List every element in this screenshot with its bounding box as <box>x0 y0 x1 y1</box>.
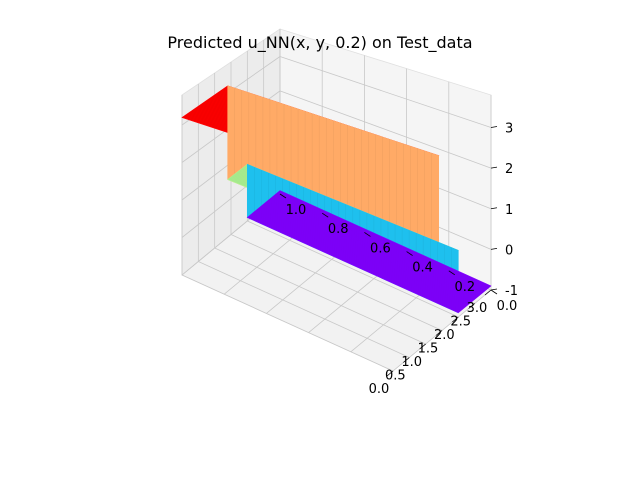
x-tick-label: 2.5 <box>450 315 471 330</box>
plateau-2-mesh <box>274 195 486 291</box>
z-tick-label: 1 <box>505 203 513 218</box>
plateau-2-mesh <box>264 203 476 299</box>
plateau-2-mesh <box>261 205 474 301</box>
y-tick-label: 1.0 <box>286 203 307 218</box>
x-tick <box>468 303 475 309</box>
x-tick <box>484 289 492 296</box>
x-tick-label: 1.5 <box>418 342 439 357</box>
y-tick <box>279 193 287 199</box>
plateau-2-mesh <box>249 215 461 312</box>
plateau-2-mesh <box>257 208 470 305</box>
y-tick-label: 0.4 <box>412 261 433 276</box>
plateau-2-mesh <box>252 212 465 309</box>
x-tick-label: 3.0 <box>467 301 488 316</box>
plateau-2-mesh <box>257 209 469 305</box>
y-tick-label: 0.8 <box>328 222 349 237</box>
plateau-2-mesh <box>254 211 466 308</box>
plateau-2-mesh <box>251 213 463 310</box>
axes-ticks: 0.00.51.01.52.02.53.0 0.00.20.40.60.81.0-… <box>279 122 518 397</box>
y-tick <box>490 289 498 295</box>
plateau-2-mesh <box>267 200 479 297</box>
grid-line-x <box>198 261 410 358</box>
plateau-2-mesh <box>276 193 488 289</box>
plateau-2-mesh <box>266 201 478 298</box>
z-tick <box>490 166 498 169</box>
plateau-2-mesh <box>271 197 483 293</box>
plateau-2-mesh <box>256 209 468 306</box>
z-tick-label: 0 <box>505 243 513 258</box>
grid-line-x <box>230 234 443 331</box>
z-tick <box>490 247 498 250</box>
x-tick <box>452 316 459 323</box>
plateau-2-mesh <box>270 197 483 294</box>
z-tick-label: -1 <box>505 284 518 299</box>
chart-title: Predicted u_NN(x, y, 0.2) on Test_data <box>167 33 473 52</box>
x-tick <box>435 330 443 336</box>
x-tick <box>386 370 394 377</box>
plateau-2-mesh <box>262 204 474 301</box>
plateau-2-mesh <box>253 211 465 308</box>
plateau-2-mesh <box>248 216 460 313</box>
plateau-2-mesh <box>268 199 480 296</box>
z-tick-label: 3 <box>505 122 513 137</box>
plateau-2-mesh <box>250 214 462 311</box>
plateau-2-mesh <box>252 213 464 310</box>
plateau-2-mesh <box>261 205 473 302</box>
z-tick-label: 2 <box>505 162 513 177</box>
x-tick <box>419 343 426 350</box>
grid-line-z <box>279 90 492 169</box>
plateau-2-mesh <box>277 192 489 289</box>
y-tick-label: 0.6 <box>370 241 391 256</box>
y-tick <box>321 212 329 218</box>
plateau-2-mesh <box>255 210 467 307</box>
x-tick-label: 1.0 <box>401 355 422 370</box>
plateau-2-mesh <box>279 191 491 287</box>
plateau-2-mesh <box>265 202 477 299</box>
plateau-2-mesh <box>266 201 479 297</box>
x-tick <box>403 357 410 363</box>
plateau-2-mesh <box>259 207 471 303</box>
grid-line-x <box>181 274 394 372</box>
x-tick-label: 0.5 <box>385 369 406 384</box>
plateau-2 <box>246 190 492 314</box>
y-tick <box>448 270 456 276</box>
z-tick <box>490 207 498 210</box>
plateau-2-mesh <box>258 207 470 304</box>
z-tick <box>490 288 498 291</box>
x-tick-label: 2.0 <box>434 328 455 343</box>
z-tick <box>490 126 498 128</box>
plateau-2-mesh <box>273 195 485 292</box>
plateau-2-mesh <box>248 215 461 312</box>
x-tick-label: 0.0 <box>369 382 390 397</box>
plateau-2-mesh <box>263 203 475 300</box>
y-tick <box>364 232 371 237</box>
plateau-2-mesh <box>272 196 484 293</box>
plateau-2-mesh <box>270 198 482 295</box>
y-tick-label: 0.2 <box>454 280 475 295</box>
grid-line-x <box>247 220 459 318</box>
surface <box>181 85 492 314</box>
y-tick <box>406 251 413 256</box>
plateau-2-mesh <box>260 206 472 303</box>
grid-line-z <box>279 56 492 128</box>
plateau-2-mesh <box>274 194 487 291</box>
plateau-2-mesh <box>278 191 490 288</box>
y-tick-label: 0.0 <box>497 299 518 314</box>
grid-line-x <box>214 247 426 345</box>
plateau-2-mesh <box>269 199 481 295</box>
plateau-2-mesh <box>275 193 488 290</box>
